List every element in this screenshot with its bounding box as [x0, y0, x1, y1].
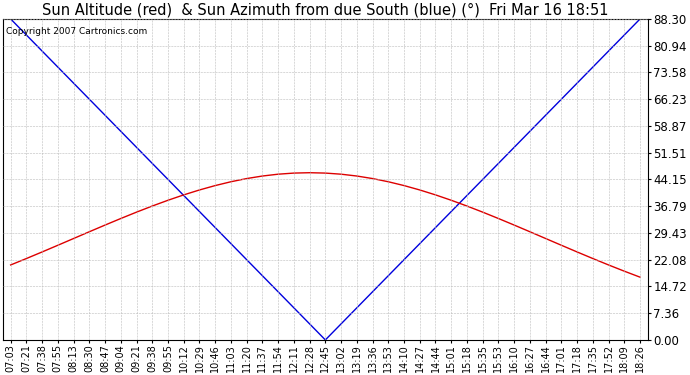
- Text: Copyright 2007 Cartronics.com: Copyright 2007 Cartronics.com: [6, 27, 147, 36]
- Title: Sun Altitude (red)  & Sun Azimuth from due South (blue) (°)  Fri Mar 16 18:51: Sun Altitude (red) & Sun Azimuth from du…: [42, 3, 609, 18]
